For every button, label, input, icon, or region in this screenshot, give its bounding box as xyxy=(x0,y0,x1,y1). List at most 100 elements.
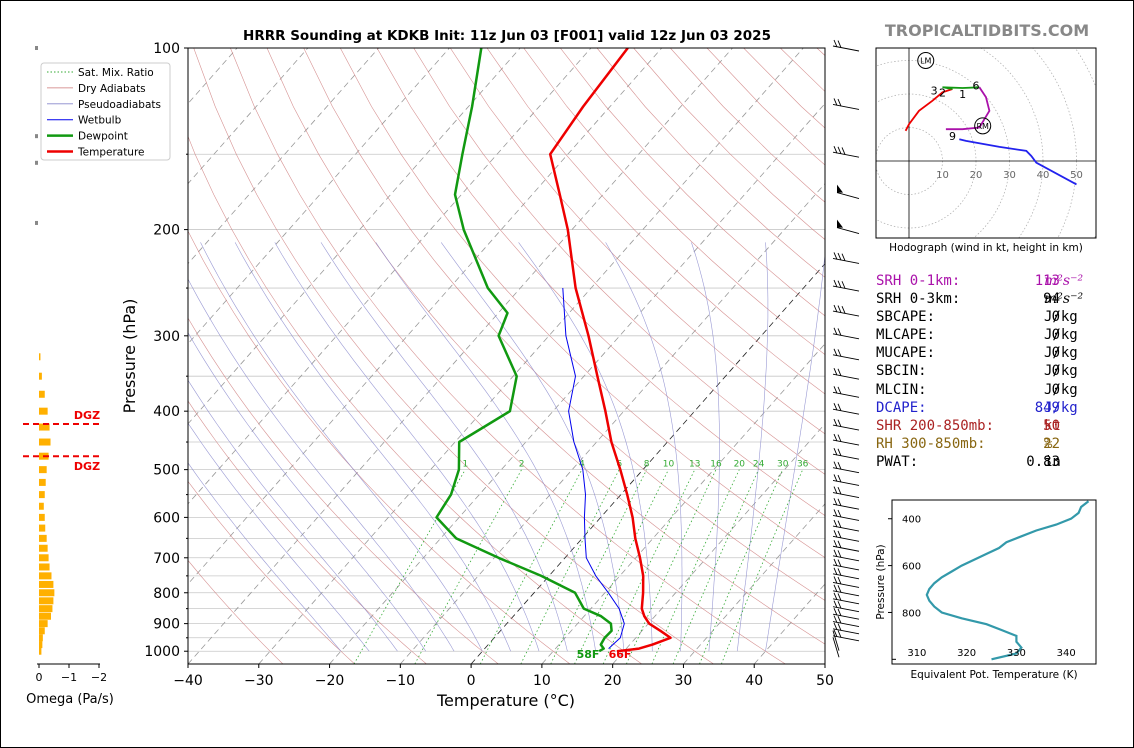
hodo-height-label: 9 xyxy=(949,130,956,143)
param-label: SRH 0-1km: xyxy=(876,273,961,289)
mixing-ratio-line xyxy=(550,469,648,664)
hodo-caption: Hodograph (wind in kt, height in km) xyxy=(889,242,1083,254)
param-value: 849 xyxy=(1034,399,1060,416)
isotherm-line xyxy=(188,48,450,345)
param-unit: m²s⁻² xyxy=(1044,273,1084,289)
wind-barb-feather xyxy=(837,40,842,48)
wind-barb-feather xyxy=(841,306,846,314)
y-axis-title: Pressure (hPa) xyxy=(120,299,139,414)
legend-label: Pseudoadiabats xyxy=(78,99,161,111)
hodo-ring-label: 50 xyxy=(1070,170,1083,181)
theta-e-y-title: Pressure (hPa) xyxy=(875,544,887,619)
param-row: MUCAPE: 0 J/kg xyxy=(876,344,1096,362)
wind-barb-feather xyxy=(837,520,842,528)
omega-bar xyxy=(39,597,54,605)
pseudoadiabat-line xyxy=(200,242,483,652)
omega-bar xyxy=(39,502,44,510)
param-row: SRH 0-3km: 94 m²s⁻² xyxy=(876,290,1096,308)
omega-tick-label: −1 xyxy=(61,671,77,684)
wind-barb-feather xyxy=(837,593,842,601)
wind-barb-feather xyxy=(837,568,842,576)
dry-adiabat-line xyxy=(188,317,499,664)
isotherm-line xyxy=(188,48,592,505)
pseudoadiabat-line xyxy=(188,379,398,652)
skewt-axes-frame xyxy=(187,47,826,665)
wind-barbs xyxy=(832,39,860,658)
theta-e-x-title: Equivalent Pot. Temperature (K) xyxy=(910,669,1077,681)
wind-barb-feather xyxy=(833,433,838,442)
omega-bar xyxy=(39,491,45,499)
wind-barb-feather xyxy=(837,585,842,593)
omega-bar xyxy=(39,390,45,398)
wind-barb-feather xyxy=(833,567,838,576)
wind-barb-feather xyxy=(833,474,838,482)
wind-barb-feather xyxy=(837,368,842,376)
dry-adiabat-line xyxy=(486,48,825,395)
param-label: PWAT: xyxy=(876,453,919,470)
wind-barb-feather xyxy=(837,462,842,470)
dry-adiabat-line xyxy=(188,559,284,664)
param-row: RH 300-850mb: 22% xyxy=(876,435,1096,453)
hodo-trace xyxy=(959,138,1077,186)
param-label: DCAPE: xyxy=(876,399,927,416)
omega-positive-bar xyxy=(35,46,38,50)
omega-bar xyxy=(39,620,48,628)
param-row: SBCAPE: 0 J/kg xyxy=(876,308,1096,326)
isotherm-line xyxy=(329,102,825,664)
mixing-ratio-line xyxy=(414,469,522,664)
param-value: 0 xyxy=(1051,363,1060,380)
param-label: SHR 200-850mb: xyxy=(876,417,995,434)
dry-adiabat-line xyxy=(230,48,786,664)
y-tick-label: 600 xyxy=(153,510,180,526)
y-tick-label: 800 xyxy=(153,586,180,602)
wind-barb-feather xyxy=(841,281,846,289)
legend: Sat. Mix. Ratio Dry Adiabats Pseudoadiabat… xyxy=(40,62,171,161)
isotherm-line xyxy=(258,48,804,664)
omega-axis-title: Omega (Pa/s) xyxy=(26,692,114,707)
wind-barb-feather xyxy=(837,616,842,624)
pseudoadiabat-line xyxy=(375,242,596,652)
omega-bar xyxy=(39,478,46,486)
param-unit: J/kg xyxy=(1044,363,1078,380)
surface-dewpoint-label: 58F xyxy=(577,648,600,661)
param-value: 22 xyxy=(1043,435,1060,452)
skewt-plot-area: 1 2 4 6 8 10 13 16 20 24 30 36 xyxy=(188,48,825,664)
omega-positive-bar xyxy=(35,160,38,165)
hodo-ring-label: 30 xyxy=(1003,170,1016,181)
param-value: 0 xyxy=(1051,381,1060,398)
y-tick-label: 500 xyxy=(153,463,180,479)
hodo-height-label: 2 xyxy=(939,86,946,99)
legend-label: Dewpoint xyxy=(78,131,128,143)
wind-barb-staff xyxy=(832,637,840,658)
wind-barb-feather xyxy=(833,402,838,411)
wind-barb-feather xyxy=(837,559,842,567)
param-label: SRH 0-3km: xyxy=(876,291,961,308)
omega-tick-label: 0 xyxy=(36,671,43,684)
param-value: 0.83 xyxy=(1026,453,1060,470)
wind-barb-feather xyxy=(833,549,838,557)
theta-e-x-tick-label: 340 xyxy=(1057,648,1076,659)
wind-barb-feather xyxy=(837,608,842,617)
hodo-height-label: 6 xyxy=(973,80,980,93)
mixing-ratio-label: 24 xyxy=(753,460,765,470)
mixing-ratio-label: 10 xyxy=(663,460,675,470)
wind-barb-feather xyxy=(837,630,842,638)
wind-barb-staff xyxy=(836,192,860,200)
mixing-ratio-label: 30 xyxy=(777,460,789,470)
param-row: SHR 200-850mb: 50 kt xyxy=(876,417,1096,435)
mixing-ratio-line xyxy=(672,469,759,664)
pseudoadiabat-line xyxy=(320,242,568,652)
param-value: 50 xyxy=(1043,417,1060,434)
wind-barb-feather xyxy=(837,146,842,154)
legend-box xyxy=(40,62,171,161)
x-tick-label: −40 xyxy=(173,673,203,689)
hodo-trace xyxy=(904,88,953,132)
wind-barb-feather xyxy=(833,540,838,548)
omega-positive-bar xyxy=(35,134,38,139)
param-value: 0 xyxy=(1051,327,1060,344)
mixing-ratio-label: 2 xyxy=(519,460,525,470)
hodo-frame xyxy=(875,47,1097,239)
dry-adiabat-line xyxy=(413,48,825,475)
omega-bar xyxy=(39,544,48,552)
